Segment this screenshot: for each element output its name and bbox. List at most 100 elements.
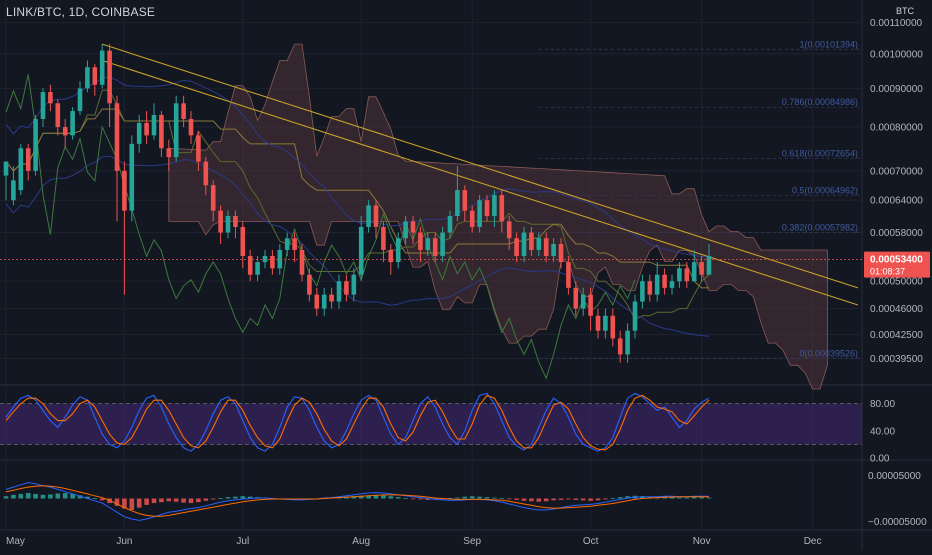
macd-histogram-bar [469,496,475,499]
candle-body [588,294,593,316]
candle-body [25,148,31,171]
candle-body [188,118,194,136]
trendline-lower [102,59,859,306]
candle-body [166,148,172,158]
candle-body [299,249,305,275]
candle-body [255,262,260,275]
fib-retracement[interactable]: 1(0.00101394) 0.786(0.00084986) 0.618(0.00… [538,39,862,359]
candle-body [18,148,24,191]
candle-body [388,249,394,263]
candle-body [284,238,290,250]
candle-body [632,301,638,331]
candle-body [136,122,142,144]
price-tick-label: 0.00050000 [870,277,923,288]
candle-body [684,268,690,282]
macd-histogram-bar [640,496,645,499]
candle-body [329,294,334,302]
macd-histogram-bar [536,498,542,502]
price-tick-label: 0.00080000 [870,123,923,134]
candle-body [706,255,712,275]
candle-body [85,67,90,89]
candle-body [647,281,653,295]
candle-body [462,190,468,211]
macd-histogram-bar [677,497,682,499]
macd-histogram-bar [603,498,608,500]
candle-body [492,195,497,216]
macd-histogram-bar [529,498,534,502]
candle-body [48,92,53,104]
candle-body [173,103,179,158]
macd-histogram-bar [181,498,186,503]
candle-body [699,262,704,275]
candle-body [181,103,186,119]
macd-histogram-bar [92,498,98,499]
candle-body [432,238,438,256]
macd-histogram-bar [173,498,179,502]
candle-body [506,221,512,239]
candle-body [40,92,46,119]
candle-body [551,244,556,256]
candle-body [455,190,460,216]
macd-histogram-bar [203,498,209,501]
candle-body [477,200,482,227]
candle-body [210,185,216,211]
candle-body [566,262,571,288]
price-tick-label: 0.00070000 [870,166,923,177]
trendline-upper [102,43,859,289]
candle-body [55,103,61,128]
macd-histogram-bar [136,498,142,508]
macd-histogram-bar [573,498,579,500]
candle-body [159,114,164,149]
last-price-badge [864,251,930,278]
macd-histogram-bar [691,497,697,499]
symbol-title[interactable]: LINK/BTC, 1D, COINBASE [6,5,156,19]
candle-body [358,226,364,275]
candle-body [247,255,253,275]
price-tick-label: 0.00064000 [870,196,923,207]
macd-pane[interactable] [3,481,712,521]
candle-body [529,232,534,250]
macd-histogram-bar [610,498,616,499]
candle-body [677,268,682,282]
stoch-tick-label: 0.00 [870,454,890,465]
candle-body [92,67,98,85]
fib-level-label: 0.382(0.00057982) [782,223,858,233]
candle-body [691,262,697,282]
macd-histogram-bar [706,497,712,499]
macd-histogram-bar [18,493,24,499]
currency-label: BTC [896,6,914,16]
candle-body [395,238,401,263]
trendlines[interactable] [102,43,859,306]
candle-body [240,226,246,256]
candle-body [640,281,645,302]
fib-level-label: 1(0.00101394) [799,39,858,49]
price-tick-label: 0.00046000 [870,304,923,315]
macd-histogram-bar [218,498,223,499]
fib-level-label: 0.618(0.00072654) [782,149,858,159]
kijun-line [5,108,709,289]
candle-body [595,315,601,331]
macd-histogram-bar [99,498,105,501]
month-label: Nov [693,536,711,547]
stochastic-rsi-pane[interactable] [0,392,862,452]
macd-histogram-bar [580,498,586,501]
candle-body [233,215,238,227]
macd-tick-label: 0.00005000 [868,471,921,482]
macd-histogram-bar [247,496,253,499]
candle-body [11,180,16,201]
stoch-d-line [5,394,710,451]
macd-histogram-bar [625,496,630,499]
macd-histogram-bar [669,497,675,499]
candle-body [336,281,342,302]
candle-body [270,255,275,269]
candle-body [114,103,120,171]
fib-level-label: 0.5(0.00064962) [792,185,858,195]
macd-histogram-bar [395,497,401,499]
macd-histogram-bar [196,498,201,503]
macd-histogram-bar [233,496,238,499]
candle-body [625,330,630,355]
candlestick-series[interactable] [0,44,862,363]
